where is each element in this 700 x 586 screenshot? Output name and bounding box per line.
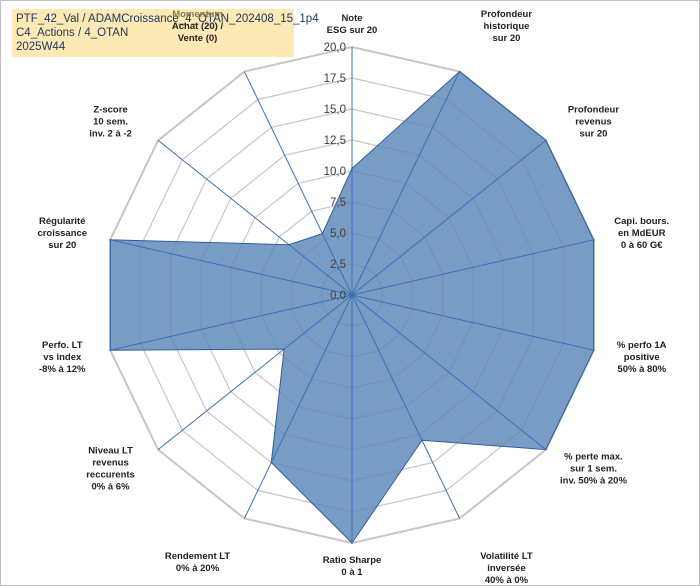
axis-spoke (110, 294, 353, 351)
category-label-line: Volatilité LT (480, 551, 533, 562)
category-label-line: % perte max. (564, 451, 623, 462)
category-label: Momentum Achat (20) / Vente (0) (172, 9, 224, 44)
tick-label: 7,5 (330, 197, 346, 209)
data-point (592, 349, 595, 351)
category-label-line: inversée (487, 563, 526, 574)
category-label-line: Niveau LT (88, 445, 133, 456)
category-label-line: ESG sur 20 (327, 25, 378, 36)
axis-spoke (157, 139, 353, 296)
tick-label: 2,5 (330, 259, 346, 271)
axis-spoke (110, 239, 353, 296)
category-label: Volatilité LT inversée 40% à 0% (480, 551, 533, 586)
category-label-line: Profondeur (568, 105, 619, 116)
data-point (421, 439, 423, 442)
category-label-line: Vente (0) (178, 33, 218, 44)
title-line-category: C4_Actions / 4_OTAN (16, 27, 129, 39)
category-label-line: 0 à 1 (341, 567, 363, 578)
category-label: Note ESG sur 20 (327, 13, 378, 36)
axis-spoke (351, 294, 461, 519)
category-label-line: revenus (92, 457, 128, 468)
category-label: Perfo. LT vs index -8% à 12% (39, 340, 86, 375)
category-label-line: historique (484, 21, 530, 32)
category-label-line: Rendement LT (165, 551, 230, 562)
category-label-line: 0 à 60 G€ (621, 240, 663, 251)
category-label: % perfo 1A positive 50% à 80% (617, 340, 667, 375)
tick-label: 15,0 (324, 104, 346, 116)
data-point (351, 542, 353, 544)
tick-label: 10,0 (324, 166, 346, 178)
axis-spoke (351, 294, 547, 451)
category-label-line: 40% à 0% (485, 575, 529, 586)
category-label-line: sur 1 sem. (570, 463, 617, 474)
tick-label: 0,0 (330, 290, 346, 302)
category-label-line: sur 20 (492, 33, 520, 44)
tick-label: 5,0 (330, 228, 346, 240)
category-label-line: 0% à 20% (176, 563, 220, 574)
category-label-line: 50% à 80% (617, 364, 666, 375)
axis-spoke (243, 294, 353, 519)
chart-title-box: PTF_42_Val / ADAMCroissance_4_OTAN_20240… (12, 9, 319, 57)
category-label-line: vs index (43, 352, 82, 363)
tick-label: 12,5 (324, 135, 346, 147)
data-point (592, 239, 595, 241)
title-line-week: 2025W44 (16, 41, 66, 53)
category-label-line: 10 sem. (93, 117, 128, 128)
data-point (283, 348, 285, 350)
category-label-line: Note (341, 13, 362, 24)
category-label-line: Momentum (172, 9, 223, 20)
title-line-portfolio: PTF_42_Val / ADAMCroissance_4_OTAN_20240… (16, 13, 319, 25)
category-label-line: reccurents (86, 469, 135, 480)
category-label-line: en MdEUR (618, 228, 666, 239)
category-label: Ratio Sharpe 0 à 1 (323, 555, 382, 578)
data-point (288, 243, 290, 246)
axis-spoke (351, 139, 547, 296)
category-label: Rendement LT 0% à 20% (165, 551, 230, 574)
data-point (458, 70, 461, 73)
category-label-line: 0% à 6% (92, 481, 131, 492)
category-label-line: -8% à 12% (39, 364, 86, 375)
axis-spoke (351, 294, 594, 351)
data-point (545, 448, 547, 451)
tick-label: 20,0 (324, 42, 346, 54)
data-point (109, 239, 112, 241)
category-label-line: revenus (575, 117, 611, 128)
category-label: Profondeur revenus sur 20 (568, 105, 619, 140)
axis-spoke (351, 239, 594, 296)
category-label-line: positive (624, 352, 660, 363)
category-label-line: sur 20 (579, 129, 607, 140)
category-label-line: inv. 50% à 20% (560, 475, 627, 486)
category-label: Capi. bours. en MdEUR 0 à 60 G€ (614, 216, 669, 251)
category-label-line: sur 20 (48, 240, 76, 251)
axis-spoke (351, 71, 461, 296)
tick-label: 17,5 (324, 73, 346, 85)
category-label-line: croissance (37, 228, 87, 239)
data-point (321, 232, 324, 235)
category-label: Z-score 10 sem. inv. 2 à -2 (89, 105, 132, 140)
category-label-line: Z-score (93, 105, 127, 116)
category-label-line: Perfo. LT (42, 340, 83, 351)
category-label: Profondeur historique sur 20 (481, 9, 532, 44)
category-label: Régularité croissance sur 20 (37, 216, 87, 251)
category-label-line: % perfo 1A (617, 340, 667, 351)
category-label: Niveau LT revenus reccurents 0% à 6% (86, 445, 135, 492)
axis-spoke (157, 294, 353, 451)
axis-spoke (243, 71, 353, 296)
category-label-line: Capi. bours. (614, 216, 669, 227)
category-label-line: inv. 2 à -2 (89, 129, 132, 140)
category-label: % perte max. sur 1 sem. inv. 50% à 20% (560, 451, 627, 486)
data-point (270, 461, 273, 464)
data-point (351, 167, 353, 170)
category-label-line: Profondeur (481, 9, 532, 20)
category-label-line: Achat (20) / (172, 21, 224, 32)
category-label-line: Ratio Sharpe (323, 555, 382, 566)
data-point (545, 139, 547, 142)
category-label-line: Régularité (39, 216, 85, 227)
data-point (109, 349, 112, 351)
